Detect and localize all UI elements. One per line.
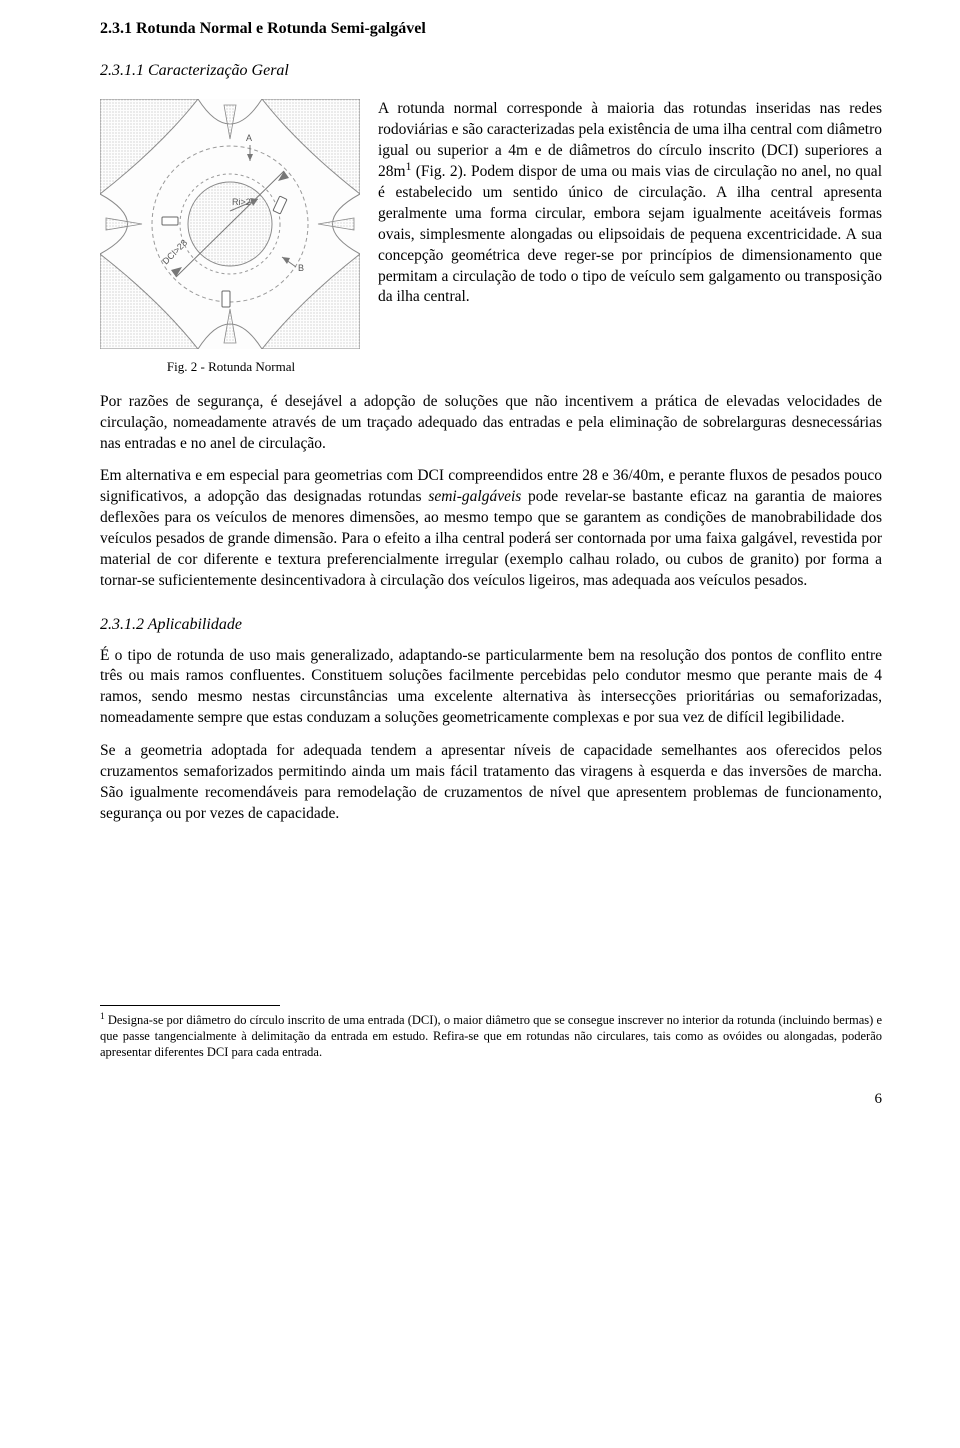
figure-and-text-block: DCI>28 Ri>2 A B Fig. 2 - Rotunda Normal … <box>100 99 882 379</box>
label-a: A <box>246 133 252 143</box>
paragraph-5: Se a geometria adoptada for adequada ten… <box>100 741 882 825</box>
roundabout-diagram: DCI>28 Ri>2 A B <box>100 99 360 349</box>
footnote-body: Designa-se por diâmetro do círculo inscr… <box>100 1013 882 1060</box>
paragraph-3: Em alternativa e em especial para geomet… <box>100 466 882 592</box>
label-b: B <box>298 263 304 273</box>
dci-label: DCI>28 <box>160 238 189 267</box>
section-heading: 2.3.1 Rotunda Normal e Rotunda Semi-galg… <box>100 18 882 40</box>
figure-block: DCI>28 Ri>2 A B Fig. 2 - Rotunda Normal <box>100 99 362 375</box>
subsection-heading: 2.3.1.1 Caracterização Geral <box>100 60 882 82</box>
p1-text-b: (Fig. 2). Podem dispor de uma ou mais vi… <box>378 163 882 306</box>
page-number: 6 <box>100 1089 882 1109</box>
footnote-separator <box>100 1005 280 1006</box>
paragraph-4: É o tipo de rotunda de uso mais generali… <box>100 646 882 730</box>
figure-caption: Fig. 2 - Rotunda Normal <box>100 358 362 376</box>
paragraph-2: Por razões de segurança, é desejável a a… <box>100 392 882 455</box>
p3-italic: semi-galgáveis <box>428 488 521 505</box>
ri-label: Ri>2 <box>232 197 251 207</box>
subsubsection-heading: 2.3.1.2 Aplicabilidade <box>100 614 882 636</box>
footnote-text: 1 Designa-se por diâmetro do círculo ins… <box>100 1012 882 1061</box>
